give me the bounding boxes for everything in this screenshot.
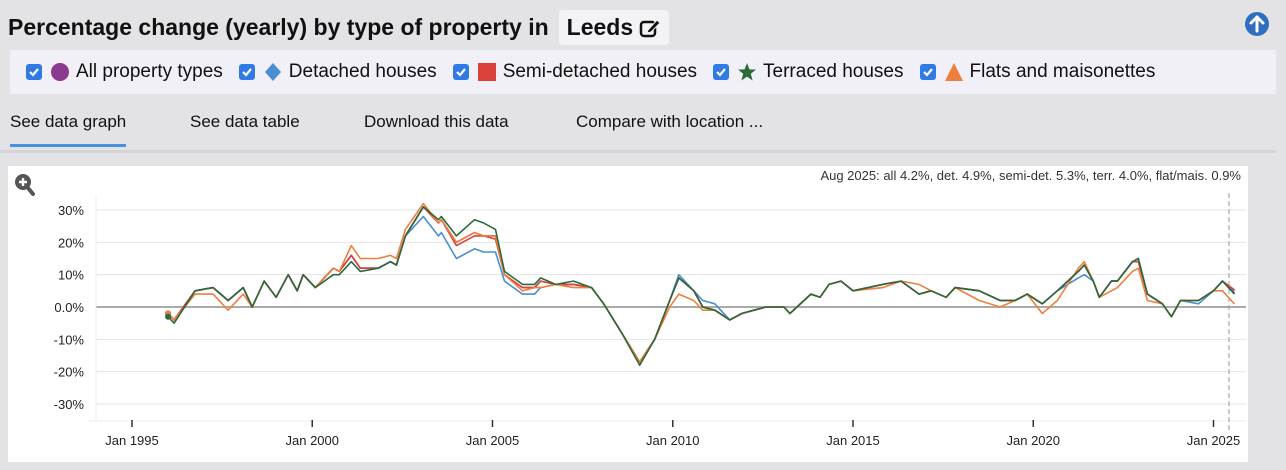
y-tick-label: 20% bbox=[58, 235, 84, 250]
y-tick-label: -20% bbox=[54, 365, 85, 380]
checkbox[interactable] bbox=[452, 64, 469, 80]
location-name: Leeds bbox=[566, 14, 634, 40]
x-tick-label: Jan 2015 bbox=[826, 433, 880, 448]
page-title: Percentage change (yearly) by type of pr… bbox=[8, 10, 670, 45]
y-tick-label: -10% bbox=[54, 332, 85, 347]
x-tick-label: Jan 2010 bbox=[646, 433, 700, 448]
edit-icon bbox=[639, 18, 661, 37]
chart-panel: 30% 20% 10% 0.0% -10% -20% -30% Jan 1995 Jan 200… bbox=[8, 166, 1248, 462]
tab-download-data[interactable]: Download this data bbox=[364, 112, 509, 131]
star-marker-icon bbox=[738, 63, 757, 81]
square-marker-icon bbox=[477, 63, 496, 81]
legend-item[interactable]: Flats and maisonettes bbox=[919, 61, 1156, 83]
legend-label-terraced-houses: Terraced houses bbox=[763, 61, 904, 82]
y-tick-label: 30% bbox=[58, 203, 84, 218]
x-tick-label: Jan 2025 bbox=[1187, 433, 1241, 448]
y-tick-label: 0.0% bbox=[54, 300, 84, 315]
checkbox[interactable] bbox=[713, 64, 730, 80]
series-line-semi-detached-houses bbox=[167, 206, 1235, 363]
legend-item[interactable]: All property types bbox=[26, 61, 223, 83]
zoom-in-icon[interactable] bbox=[15, 174, 35, 196]
legend: All property types Detached houses Semi-de… bbox=[10, 50, 1276, 94]
x-tick-label: Jan 1995 bbox=[105, 433, 159, 448]
checkbox[interactable] bbox=[238, 64, 255, 80]
series-line-detached-houses bbox=[167, 215, 1236, 363]
series-line-terraced-houses bbox=[167, 206, 1236, 367]
latest-values-annotation: Aug 2025: all 4.2%, det. 4.9%, semi-det.… bbox=[820, 168, 1241, 183]
tab-see-data-graph[interactable]: See data graph bbox=[10, 112, 127, 147]
legend-label-semi-detached-houses: Semi-detached houses bbox=[502, 61, 698, 82]
diamond-marker-icon bbox=[264, 63, 281, 81]
series-start-marker bbox=[165, 313, 172, 320]
legend-item[interactable]: Detached houses bbox=[238, 61, 437, 83]
tab-see-data-table[interactable]: See data table bbox=[190, 112, 300, 131]
checkbox[interactable] bbox=[26, 64, 42, 80]
legend-label-detached-houses: Detached houses bbox=[288, 61, 437, 82]
series-line-all-property-types bbox=[167, 206, 1236, 363]
y-tick-label: 10% bbox=[58, 268, 84, 283]
legend-label-flats-and-maisonettes: Flats and maisonettes bbox=[969, 61, 1156, 82]
tab-bar: See data graph See data table Download t… bbox=[0, 110, 1276, 153]
x-tick-label: Jan 2020 bbox=[1007, 433, 1061, 448]
y-tick-label: -30% bbox=[54, 397, 85, 412]
legend-label-all-property-types: All property types bbox=[76, 61, 223, 82]
legend-item[interactable]: Semi-detached houses bbox=[452, 61, 698, 83]
legend-item[interactable]: Terraced houses bbox=[713, 61, 904, 83]
x-tick-label: Jan 2000 bbox=[286, 433, 340, 448]
checkbox[interactable] bbox=[919, 64, 936, 80]
arrow-up-circle-icon[interactable] bbox=[1245, 12, 1269, 36]
triangle-marker-icon bbox=[944, 63, 963, 81]
title-text: Percentage change (yearly) by type of pr… bbox=[8, 14, 549, 40]
circle-marker-icon bbox=[51, 63, 69, 81]
series-line-flats-and-maisonettes bbox=[167, 202, 1236, 363]
x-tick-label: Jan 2005 bbox=[466, 433, 520, 448]
location-selector[interactable]: Leeds bbox=[558, 10, 670, 45]
tab-compare-location[interactable]: Compare with location ... bbox=[576, 112, 764, 131]
line-chart: 30% 20% 10% 0.0% -10% -20% -30% Jan 1995 Jan 200… bbox=[15, 168, 1246, 448]
